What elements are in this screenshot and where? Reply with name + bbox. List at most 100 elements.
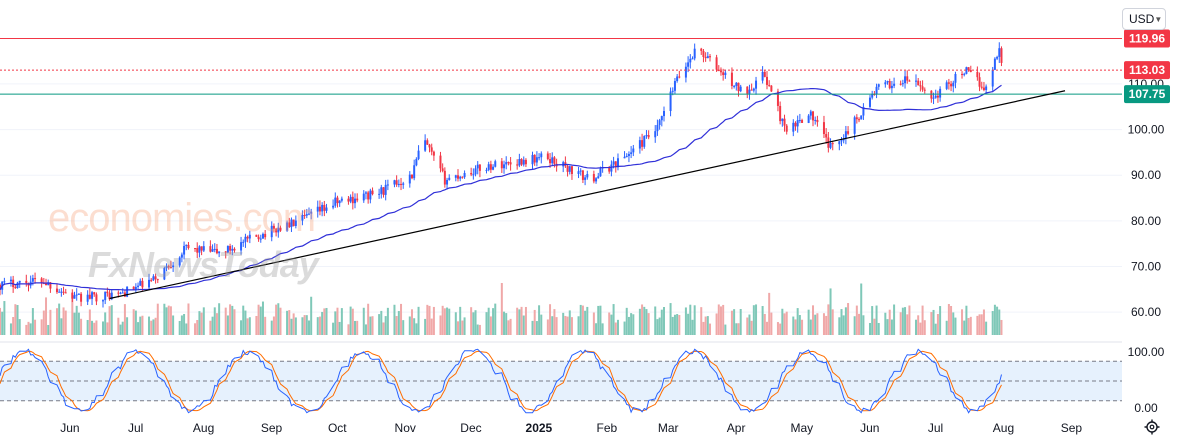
candle (584, 175, 587, 186)
y-tick-label: 80.00 (1131, 214, 1161, 228)
volume-bar (847, 303, 850, 335)
candle-body (139, 280, 142, 286)
volume-bar (45, 297, 48, 335)
candle-body (847, 131, 850, 134)
candle (641, 133, 644, 151)
candle-body (581, 170, 584, 180)
volume-bar (316, 317, 319, 335)
currency-selector[interactable]: USD ▼ (1122, 8, 1166, 30)
currency-label: USD (1129, 12, 1155, 26)
volume-bar (163, 303, 166, 335)
candle-body (60, 291, 63, 293)
candle-body (893, 83, 896, 86)
candle-body (917, 80, 920, 86)
candle (616, 153, 619, 171)
volume-bar (233, 309, 236, 335)
volume-bar (27, 321, 30, 335)
volume-bar (540, 314, 543, 335)
volume-bar (783, 313, 786, 335)
volume-bar (408, 316, 411, 335)
volume-bar (722, 304, 725, 335)
candle-body (768, 84, 771, 86)
candle-body (719, 71, 722, 73)
candle (336, 195, 339, 208)
candle-body (132, 286, 135, 290)
candle (395, 175, 398, 187)
settings-gear-icon[interactable] (1143, 418, 1161, 436)
volume-bar (860, 283, 863, 335)
candle (148, 273, 151, 291)
candle-body (40, 278, 43, 284)
volume-bar (198, 311, 201, 335)
candle-body (126, 286, 129, 297)
candle (568, 165, 571, 175)
candle-body (871, 94, 874, 98)
candle-body (647, 135, 650, 138)
candle (689, 54, 692, 69)
price-tag-box (1124, 85, 1170, 104)
candle-body (998, 48, 1001, 57)
candle-body (691, 58, 694, 60)
stochastic-layer (0, 348, 1122, 414)
candle-body (318, 206, 321, 212)
volume-bar (275, 304, 278, 335)
volume-bar (123, 304, 126, 335)
candle (991, 66, 994, 93)
candle (34, 272, 37, 284)
candle-body (965, 67, 968, 74)
candle (794, 121, 797, 131)
candle-body (231, 248, 234, 251)
candle-body (279, 227, 282, 231)
volume-bar (687, 313, 690, 335)
candle (257, 234, 260, 242)
candle (321, 202, 324, 217)
volume-bar (562, 312, 565, 335)
candle-body (150, 279, 153, 281)
candle-body (154, 276, 157, 280)
volume-bar (980, 314, 983, 335)
candle-body (367, 192, 370, 200)
candle (748, 84, 751, 100)
volume-bar (386, 307, 389, 335)
candle (792, 119, 795, 137)
candle-body (551, 157, 554, 164)
volume-bar (395, 316, 398, 335)
candle-body (244, 236, 247, 242)
volume-bar (40, 319, 43, 335)
volume-bar (430, 318, 433, 335)
candle (198, 245, 201, 258)
candle-body (638, 140, 641, 149)
volume-bar (474, 310, 477, 335)
candle-body (785, 125, 788, 132)
candle (288, 217, 291, 229)
candle-body (980, 86, 983, 88)
candle-body (310, 211, 313, 214)
candle (660, 115, 663, 127)
candle (369, 188, 372, 204)
candle (134, 283, 137, 294)
x-tick-label: Aug (993, 421, 1014, 435)
candle (752, 87, 755, 93)
volume-bar (18, 319, 21, 335)
volume-bar (472, 312, 475, 335)
volume-bar (478, 324, 481, 335)
candle (167, 264, 170, 270)
candle-body (257, 236, 260, 240)
price-tag-label: 119.96 (1129, 31, 1165, 45)
candle-body (919, 85, 922, 87)
volume-bar (492, 308, 495, 335)
candle-body (783, 118, 786, 126)
candle-body (779, 105, 782, 122)
volume-bar (410, 309, 413, 335)
candle-body (384, 184, 387, 195)
candle-body (272, 225, 275, 229)
candle-body (183, 245, 186, 255)
candle (627, 151, 630, 163)
volume-bar (862, 315, 865, 335)
candle (829, 138, 832, 150)
candle (647, 130, 650, 140)
candle-body (961, 73, 964, 75)
candle (954, 71, 957, 89)
candle-body (415, 158, 418, 166)
